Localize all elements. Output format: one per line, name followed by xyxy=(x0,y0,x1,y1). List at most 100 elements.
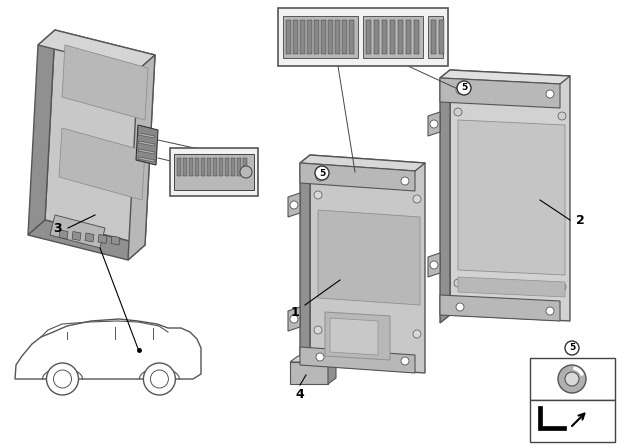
Circle shape xyxy=(565,372,579,386)
Polygon shape xyxy=(458,120,565,275)
Polygon shape xyxy=(335,20,340,54)
Polygon shape xyxy=(458,277,565,297)
Circle shape xyxy=(316,353,324,361)
Circle shape xyxy=(456,86,464,94)
Polygon shape xyxy=(38,30,155,70)
Polygon shape xyxy=(85,233,94,242)
Polygon shape xyxy=(310,155,425,373)
Polygon shape xyxy=(330,318,378,355)
Circle shape xyxy=(546,307,554,315)
Polygon shape xyxy=(28,220,145,260)
Polygon shape xyxy=(450,70,570,321)
Polygon shape xyxy=(72,232,81,241)
Circle shape xyxy=(54,370,72,388)
Text: 5: 5 xyxy=(461,83,467,92)
Polygon shape xyxy=(530,400,615,442)
Polygon shape xyxy=(363,16,423,58)
Text: 3: 3 xyxy=(52,221,61,234)
Polygon shape xyxy=(278,8,448,66)
Polygon shape xyxy=(300,155,425,171)
Polygon shape xyxy=(366,20,371,54)
Text: 2: 2 xyxy=(575,214,584,227)
Text: 4: 4 xyxy=(296,388,305,401)
Circle shape xyxy=(143,363,175,395)
Polygon shape xyxy=(318,210,420,305)
Polygon shape xyxy=(189,158,193,176)
Polygon shape xyxy=(213,158,217,176)
Polygon shape xyxy=(207,158,211,176)
Circle shape xyxy=(413,195,421,203)
Polygon shape xyxy=(428,16,443,58)
Polygon shape xyxy=(428,253,440,277)
Text: 5: 5 xyxy=(319,168,325,177)
Polygon shape xyxy=(440,70,570,84)
Circle shape xyxy=(401,177,409,185)
Polygon shape xyxy=(440,70,450,323)
Polygon shape xyxy=(59,128,145,200)
Polygon shape xyxy=(28,30,55,235)
Polygon shape xyxy=(342,20,347,54)
Circle shape xyxy=(558,365,586,393)
Polygon shape xyxy=(183,158,187,176)
Polygon shape xyxy=(138,141,155,146)
Circle shape xyxy=(558,112,566,120)
Polygon shape xyxy=(300,20,305,54)
Polygon shape xyxy=(538,406,566,430)
Circle shape xyxy=(47,363,79,395)
Circle shape xyxy=(290,201,298,209)
Polygon shape xyxy=(290,362,328,384)
Polygon shape xyxy=(288,307,300,331)
Text: 1: 1 xyxy=(291,306,300,319)
Circle shape xyxy=(457,81,471,95)
Polygon shape xyxy=(288,193,300,217)
Polygon shape xyxy=(290,356,336,362)
Polygon shape xyxy=(300,163,415,191)
Polygon shape xyxy=(390,20,395,54)
Polygon shape xyxy=(414,20,419,54)
Circle shape xyxy=(546,90,554,98)
Circle shape xyxy=(240,166,252,178)
Circle shape xyxy=(430,261,438,269)
Polygon shape xyxy=(428,112,440,136)
Circle shape xyxy=(413,330,421,338)
Polygon shape xyxy=(440,78,560,108)
Polygon shape xyxy=(59,230,68,239)
Polygon shape xyxy=(293,20,298,54)
Polygon shape xyxy=(374,20,379,54)
Polygon shape xyxy=(98,234,107,244)
Circle shape xyxy=(558,283,566,291)
Polygon shape xyxy=(219,158,223,176)
Polygon shape xyxy=(138,149,155,154)
Circle shape xyxy=(314,326,322,334)
Polygon shape xyxy=(328,20,333,54)
Circle shape xyxy=(430,120,438,128)
Polygon shape xyxy=(325,312,390,360)
Polygon shape xyxy=(50,215,105,248)
Circle shape xyxy=(316,173,324,181)
Polygon shape xyxy=(283,16,358,58)
Polygon shape xyxy=(128,55,155,260)
Circle shape xyxy=(456,303,464,311)
Circle shape xyxy=(314,191,322,199)
Circle shape xyxy=(290,315,298,323)
Polygon shape xyxy=(138,133,155,138)
Circle shape xyxy=(454,279,462,287)
Polygon shape xyxy=(45,30,155,245)
Polygon shape xyxy=(530,358,615,400)
Circle shape xyxy=(150,370,168,388)
Polygon shape xyxy=(174,154,254,190)
Polygon shape xyxy=(398,20,403,54)
Polygon shape xyxy=(62,45,148,120)
Polygon shape xyxy=(170,148,258,196)
Circle shape xyxy=(454,108,462,116)
Circle shape xyxy=(565,341,579,355)
Polygon shape xyxy=(300,347,415,373)
Polygon shape xyxy=(195,158,199,176)
Polygon shape xyxy=(406,20,411,54)
Polygon shape xyxy=(111,236,120,245)
Polygon shape xyxy=(349,20,354,54)
Polygon shape xyxy=(201,158,205,176)
Circle shape xyxy=(401,357,409,365)
Text: 5: 5 xyxy=(569,344,575,353)
Polygon shape xyxy=(431,20,436,54)
